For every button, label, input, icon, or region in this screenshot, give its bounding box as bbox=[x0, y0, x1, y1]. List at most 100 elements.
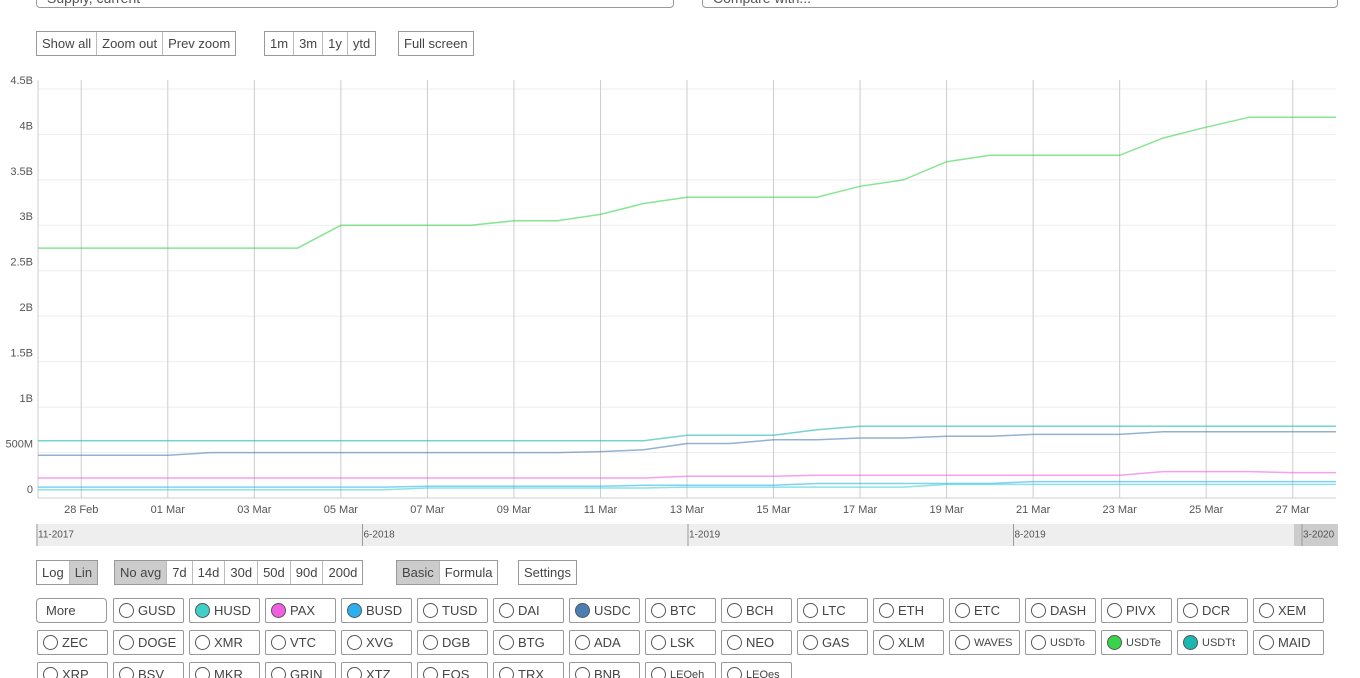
asset-toggle[interactable]: USDC bbox=[569, 598, 640, 623]
button[interactable]: Lin bbox=[69, 561, 98, 584]
asset-label: ETH bbox=[898, 603, 924, 618]
asset-toggle[interactable]: XMR bbox=[189, 630, 260, 655]
asset-toggle[interactable]: GRIN bbox=[265, 662, 336, 678]
asset-toggle[interactable]: LEOeh bbox=[645, 662, 716, 678]
asset-toggle[interactable]: VTC bbox=[265, 630, 336, 655]
button[interactable]: 90d bbox=[291, 561, 324, 584]
asset-dot bbox=[879, 603, 894, 618]
asset-toggle[interactable]: MAID bbox=[1253, 630, 1324, 655]
navigator bbox=[36, 524, 1338, 546]
x-tick-label: 01 Mar bbox=[151, 504, 186, 516]
asset-toggle[interactable]: DOGE bbox=[113, 630, 184, 655]
x-tick-label: 13 Mar bbox=[670, 504, 705, 516]
button[interactable]: Formula bbox=[444, 565, 493, 580]
button[interactable]: Log bbox=[37, 561, 70, 584]
asset-toggle[interactable]: USDTo bbox=[1025, 630, 1096, 655]
asset-toggle[interactable]: HUSD bbox=[189, 598, 260, 623]
button[interactable]: 200d bbox=[328, 565, 358, 580]
asset-toggle[interactable]: GUSD bbox=[113, 598, 184, 623]
button[interactable]: 3m bbox=[294, 32, 324, 55]
asset-toggle[interactable]: ETC bbox=[949, 598, 1020, 623]
asset-label: USDTt bbox=[1202, 636, 1235, 649]
asset-toggle[interactable]: ADA bbox=[569, 630, 640, 655]
asset-toggle[interactable]: DASH bbox=[1025, 598, 1096, 623]
series-line bbox=[38, 116, 1336, 249]
asset-toggle[interactable]: LSK bbox=[645, 630, 716, 655]
button[interactable]: 50d bbox=[258, 561, 291, 584]
button[interactable]: ytd bbox=[352, 36, 371, 51]
more-select[interactable]: More bbox=[36, 598, 107, 623]
asset-toggle[interactable]: LTC bbox=[797, 598, 868, 623]
y-tick-label: 0 bbox=[27, 484, 33, 496]
asset-toggle[interactable]: DGB bbox=[417, 630, 488, 655]
button[interactable]: No avg bbox=[115, 561, 168, 584]
metric-select[interactable]: Supply, current bbox=[36, 0, 674, 8]
asset-toggle[interactable]: XRP bbox=[37, 662, 108, 678]
x-tick-label: 23 Mar bbox=[1103, 504, 1138, 516]
asset-toggle[interactable]: BUSD bbox=[341, 598, 412, 623]
asset-label: EOS bbox=[442, 667, 470, 678]
button[interactable]: Basic bbox=[397, 561, 440, 584]
asset-toggle[interactable]: ZEC bbox=[37, 630, 108, 655]
asset-label: GRIN bbox=[290, 667, 323, 678]
button[interactable]: Settings bbox=[524, 565, 571, 580]
asset-toggle[interactable]: DAI bbox=[493, 598, 564, 623]
asset-toggle[interactable]: PIVX bbox=[1101, 598, 1172, 623]
asset-toggle[interactable]: LEOes bbox=[721, 662, 792, 678]
y-tick-label: 1B bbox=[20, 393, 33, 405]
button[interactable]: Full screen bbox=[404, 36, 468, 51]
button[interactable]: Prev zoom bbox=[168, 36, 231, 51]
asset-label: XVG bbox=[366, 635, 394, 650]
button[interactable]: 1m bbox=[265, 32, 295, 55]
asset-toggle[interactable]: PAX bbox=[265, 598, 336, 623]
asset-toggle[interactable]: BTG bbox=[493, 630, 564, 655]
asset-label: USDTo bbox=[1050, 636, 1085, 649]
asset-dot bbox=[1259, 635, 1274, 650]
button-group: Show all Zoom out Prev zoom bbox=[36, 31, 237, 56]
asset-toggle[interactable]: XEM bbox=[1253, 598, 1324, 623]
asset-toggle[interactable]: BCH bbox=[721, 598, 792, 623]
asset-toggle[interactable]: TUSD bbox=[417, 598, 488, 623]
asset-toggle[interactable]: USDTe bbox=[1101, 630, 1172, 655]
button[interactable]: 30d bbox=[225, 561, 259, 584]
asset-dot bbox=[727, 635, 742, 650]
asset-dot bbox=[1107, 603, 1122, 618]
asset-toggle[interactable]: ETH bbox=[873, 598, 944, 623]
series-line bbox=[38, 430, 1336, 457]
asset-label: USDTe bbox=[1126, 636, 1161, 649]
asset-dot bbox=[119, 667, 134, 678]
x-tick-label: 09 Mar bbox=[497, 504, 532, 516]
asset-toggle[interactable]: XLM bbox=[873, 630, 944, 655]
asset-toggle[interactable]: BTC bbox=[645, 598, 716, 623]
asset-label: XRP bbox=[62, 667, 89, 678]
asset-toggle[interactable]: DCR bbox=[1177, 598, 1248, 623]
compare-select[interactable]: Compare with... bbox=[702, 0, 1338, 8]
button[interactable]: 14d bbox=[193, 561, 226, 584]
asset-toggle[interactable]: BSV bbox=[113, 662, 184, 678]
asset-toggle[interactable]: USDTt bbox=[1177, 630, 1248, 655]
asset-toggle[interactable]: TRX bbox=[493, 662, 564, 678]
asset-toggle[interactable]: NEO bbox=[721, 630, 792, 655]
button[interactable]: Zoom out bbox=[97, 32, 164, 55]
asset-toggle[interactable]: EOS bbox=[417, 662, 488, 678]
button-group: 1m 3m 1y ytd bbox=[264, 31, 377, 56]
asset-label: BSV bbox=[138, 667, 165, 678]
button[interactable]: 1y bbox=[323, 32, 348, 55]
asset-toggle[interactable]: XTZ bbox=[341, 662, 412, 678]
asset-dot bbox=[727, 603, 742, 618]
button[interactable]: Show all bbox=[37, 32, 98, 55]
asset-dot bbox=[499, 635, 514, 650]
asset-label: HUSD bbox=[214, 603, 251, 618]
asset-toggle[interactable]: BNB bbox=[569, 662, 640, 678]
asset-label: PAX bbox=[290, 603, 316, 618]
asset-dot bbox=[43, 667, 58, 678]
asset-toggle[interactable]: GAS bbox=[797, 630, 868, 655]
asset-label: GAS bbox=[822, 635, 850, 650]
button[interactable]: 7d bbox=[167, 561, 193, 584]
asset-toggle[interactable]: XVG bbox=[341, 630, 412, 655]
asset-dot bbox=[499, 667, 514, 678]
x-tick-label: 25 Mar bbox=[1189, 504, 1224, 516]
asset-toggle[interactable]: WAVES bbox=[949, 630, 1020, 655]
asset-toggle[interactable]: MKR bbox=[189, 662, 260, 678]
